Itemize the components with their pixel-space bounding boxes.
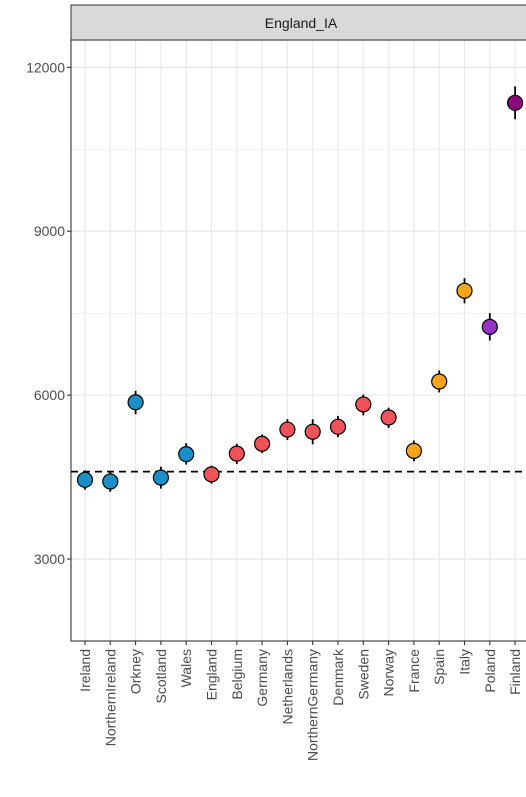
x-tick-label: Wales [178,649,194,687]
data-point [228,445,245,462]
data-point [506,94,524,111]
data-point [481,318,498,335]
data-point [380,409,397,426]
data-point [431,373,448,390]
x-tick-label: Norway [381,649,397,696]
x-tick-label: France [406,649,422,693]
x-tick-label: Ireland [77,649,93,692]
data-point [355,396,372,413]
facet-strip-background [70,4,526,41]
data-point [203,466,220,483]
x-tick-label: Orkney [128,649,144,694]
x-tick-label: Scotland [153,649,169,703]
x-tick-label: Belgium [229,649,245,700]
data-point [304,423,321,440]
data-point [178,446,195,463]
data-point [102,473,119,490]
x-axis: Ireland NorthernIreland Orkney Scotland Wale… [77,641,523,761]
x-tick-label: Poland [482,649,498,693]
panel-background [71,40,526,641]
x-tick-label: Italy [457,649,473,675]
x-tick-label: Netherlands [279,649,295,725]
y-tick-label: 9000 [34,223,65,239]
data-point [405,442,422,459]
x-tick-label: England [204,649,220,700]
facet-strip: England_IA [70,4,526,41]
y-tick-label: 6000 [34,387,65,403]
x-tick-label: Germany [254,649,270,707]
x-tick-label: NorthernIreland [102,649,118,746]
data-point [152,469,169,486]
x-tick-label: NorthernGermany [305,649,321,761]
data-point [127,394,144,411]
data-point [329,418,347,435]
y-tick-label: 3000 [34,551,65,567]
x-tick-label: Sweden [355,649,371,700]
y-axis: 3000 6000 9000 12000 [26,59,71,567]
data-point [76,471,94,488]
x-tick-label: Finland [507,649,523,695]
facet-strip-title: England_IA [265,15,338,31]
x-tick-label: Denmark [330,648,346,706]
plot-panel [70,39,526,642]
data-point [456,282,473,299]
data-point [279,421,296,438]
x-tick-label: Spain [431,649,447,685]
data-marks [71,86,526,492]
y-tick-label: 12000 [26,59,65,75]
data-point [254,435,271,452]
